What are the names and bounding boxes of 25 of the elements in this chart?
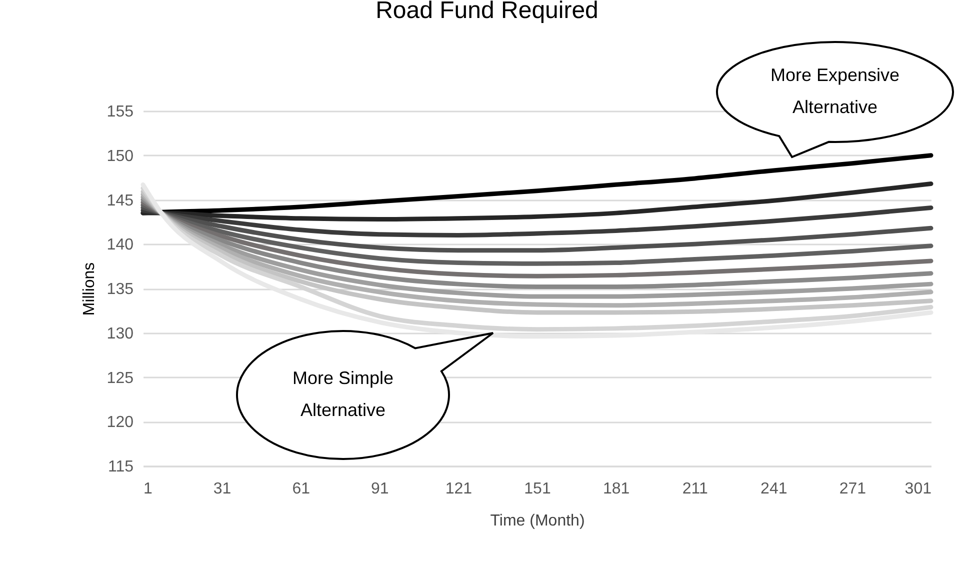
x-tick-label: 1 [144,480,152,498]
y-tick-label: 130 [106,325,134,342]
annotation: More Simple Alternative [292,368,394,420]
y-tick-label: 135 [106,281,134,298]
x-tick-label: 181 [602,480,630,498]
y-tick-label: 115 [108,458,134,476]
x-tick-label: 271 [839,480,866,498]
y-axis-title: Millions [80,262,98,316]
chart-title: Road Fund Required [376,0,598,24]
y-tick-label: 145 [106,192,134,210]
x-axis-title: Time (Month) [490,512,585,530]
y-tick-label: 120 [106,414,134,432]
x-tick-label: 91 [371,480,389,498]
x-tick-label: 61 [292,480,310,498]
x-tick-label: 121 [445,480,472,498]
y-tick-label: 140 [106,236,134,254]
x-tick-label: 151 [524,480,551,498]
annotation: More Expensive Alternative [770,65,900,117]
y-tick-label: 150 [106,148,134,165]
x-tick-label: 31 [213,480,232,498]
x-tick-label: 241 [760,480,788,498]
x-tick-label: 301 [904,480,932,498]
x-tick-label: 211 [682,480,708,498]
y-tick-label: 155 [106,104,134,120]
y-tick-label: 125 [106,370,134,387]
